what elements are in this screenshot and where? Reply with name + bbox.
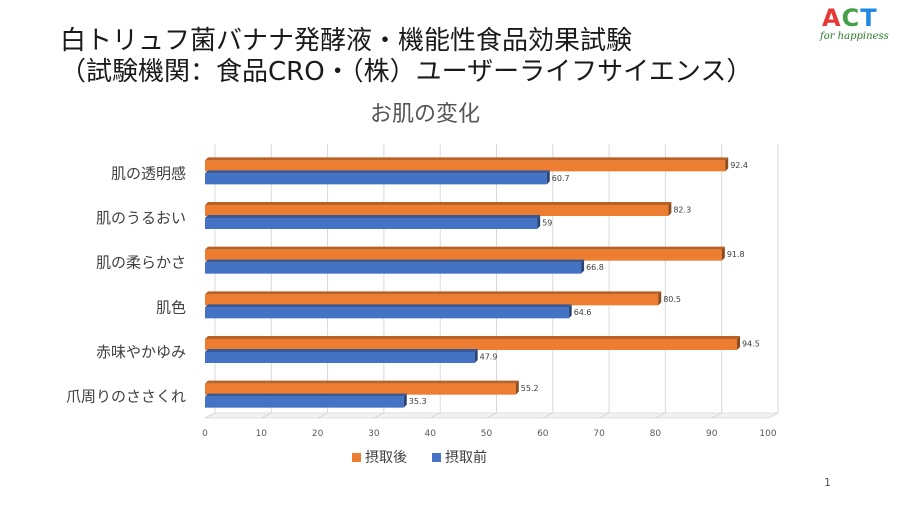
bar-top-0-1 xyxy=(205,202,672,205)
data-label-1-1: 59 xyxy=(542,219,552,228)
data-label-0-5: 55.2 xyxy=(521,384,539,393)
x-tick-label-90: 90 xyxy=(706,429,718,439)
bar-top-1-1 xyxy=(205,215,541,218)
bar-0-5 xyxy=(205,383,516,395)
category-label-4: 赤味やかゆみ xyxy=(96,343,186,361)
legend-label-0: 摂取後 xyxy=(365,450,407,466)
bar-end-1-4 xyxy=(474,349,478,363)
page-number: 1 xyxy=(824,476,831,489)
bar-1-1 xyxy=(205,218,538,229)
bar-end-1-1 xyxy=(537,215,541,229)
bar-end-0-0 xyxy=(725,157,729,172)
x-tick-label-80: 80 xyxy=(650,429,662,439)
category-label-1: 肌のうるおい xyxy=(96,209,186,227)
logo-tagline: for happiness xyxy=(820,31,889,42)
bar-1-0 xyxy=(205,173,547,185)
gridline-floor-40 xyxy=(429,412,441,419)
gridline-floor-90 xyxy=(711,412,722,419)
gridline-floor-70 xyxy=(598,412,610,419)
data-label-0-2: 91.8 xyxy=(727,250,745,259)
gridline-floor-50 xyxy=(486,412,497,419)
gridline-floor-10 xyxy=(261,412,272,419)
logo-letters: ACT xyxy=(822,4,878,32)
data-label-1-0: 60.7 xyxy=(552,174,570,183)
legend-swatch-1 xyxy=(432,453,441,462)
bar-end-1-2 xyxy=(581,259,585,274)
bar-top-0-4 xyxy=(205,336,741,339)
bar-0-1 xyxy=(205,205,669,216)
logo-letter-a: A xyxy=(822,4,842,32)
legend-swatch-0 xyxy=(352,453,361,462)
bar-end-0-4 xyxy=(737,336,741,350)
category-label-2: 肌の柔らかさ xyxy=(96,254,186,272)
x-tick-label-20: 20 xyxy=(312,429,324,439)
bar-1-5 xyxy=(205,396,404,408)
data-label-0-0: 92.4 xyxy=(730,161,748,170)
logo-letter-t: T xyxy=(860,4,878,32)
x-tick-label-50: 50 xyxy=(481,429,493,439)
bar-top-1-3 xyxy=(205,304,572,308)
bar-top-1-4 xyxy=(205,349,478,352)
slide-title-line1: 白トリュフ菌バナナ発酵液・機能性食品効果試験 xyxy=(60,26,633,56)
data-label-1-5: 35.3 xyxy=(409,397,427,406)
x-tick-label-70: 70 xyxy=(593,429,605,439)
legend-label-1: 摂取前 xyxy=(445,449,487,466)
bar-top-1-5 xyxy=(205,393,407,397)
x-tick-label-30: 30 xyxy=(368,429,380,439)
x-tick-label-60: 60 xyxy=(537,429,549,439)
x-tick-label-10: 10 xyxy=(256,429,268,439)
bar-end-0-5 xyxy=(515,380,519,395)
data-label-0-1: 82.3 xyxy=(673,206,691,215)
act-logo: ACT for happiness xyxy=(812,4,896,48)
gridline-floor-0 xyxy=(204,412,216,419)
category-label-0: 肌の透明感 xyxy=(111,164,186,182)
bar-1-2 xyxy=(205,262,582,274)
gridline-floor-20 xyxy=(317,412,328,419)
data-label-0-4: 94.5 xyxy=(742,340,760,349)
x-tick-label-100: 100 xyxy=(759,429,776,439)
gridline-floor-80 xyxy=(655,412,666,419)
bar-end-0-2 xyxy=(721,246,725,261)
x-tick-label-40: 40 xyxy=(424,429,436,439)
bar-end-0-1 xyxy=(668,202,672,216)
logo-letter-c: C xyxy=(841,4,861,32)
category-label-5: 爪周りのささくれ xyxy=(66,388,186,406)
slide-title-line2: （試験機関：食品CRO・（株）ユーザーライフサイエンス） xyxy=(60,57,753,87)
slide-title: 白トリュフ菌バナナ発酵液・機能性食品効果試験 （試験機関：食品CRO・（株）ユー… xyxy=(60,26,752,88)
bar-top-1-0 xyxy=(205,170,550,174)
bar-0-0 xyxy=(205,160,726,172)
data-label-0-3: 80.5 xyxy=(663,295,681,304)
bar-0-3 xyxy=(205,294,659,306)
bar-end-1-0 xyxy=(546,170,550,185)
bar-top-0-2 xyxy=(205,246,725,250)
gridline-floor-30 xyxy=(373,412,385,419)
chart-title: お肌の変化 xyxy=(370,102,480,127)
bar-end-1-5 xyxy=(403,393,407,408)
bar-top-1-2 xyxy=(205,259,585,263)
data-label-1-2: 66.8 xyxy=(586,263,604,272)
bar-top-0-0 xyxy=(205,157,729,161)
bar-1-4 xyxy=(205,352,475,363)
x-tick-label-0: 0 xyxy=(202,429,208,439)
bar-top-0-3 xyxy=(205,291,662,295)
bar-end-0-3 xyxy=(658,291,662,306)
gridline-floor-100 xyxy=(767,412,779,419)
data-label-1-4: 47.9 xyxy=(480,353,498,362)
bar-end-1-3 xyxy=(568,304,572,319)
bar-0-2 xyxy=(205,249,722,261)
category-label-3: 肌色 xyxy=(156,298,186,316)
gridline-floor-60 xyxy=(542,412,554,419)
bar-1-3 xyxy=(205,307,569,319)
bar-0-4 xyxy=(205,339,738,350)
data-label-1-3: 64.6 xyxy=(574,308,592,317)
bar-top-0-5 xyxy=(205,380,519,384)
